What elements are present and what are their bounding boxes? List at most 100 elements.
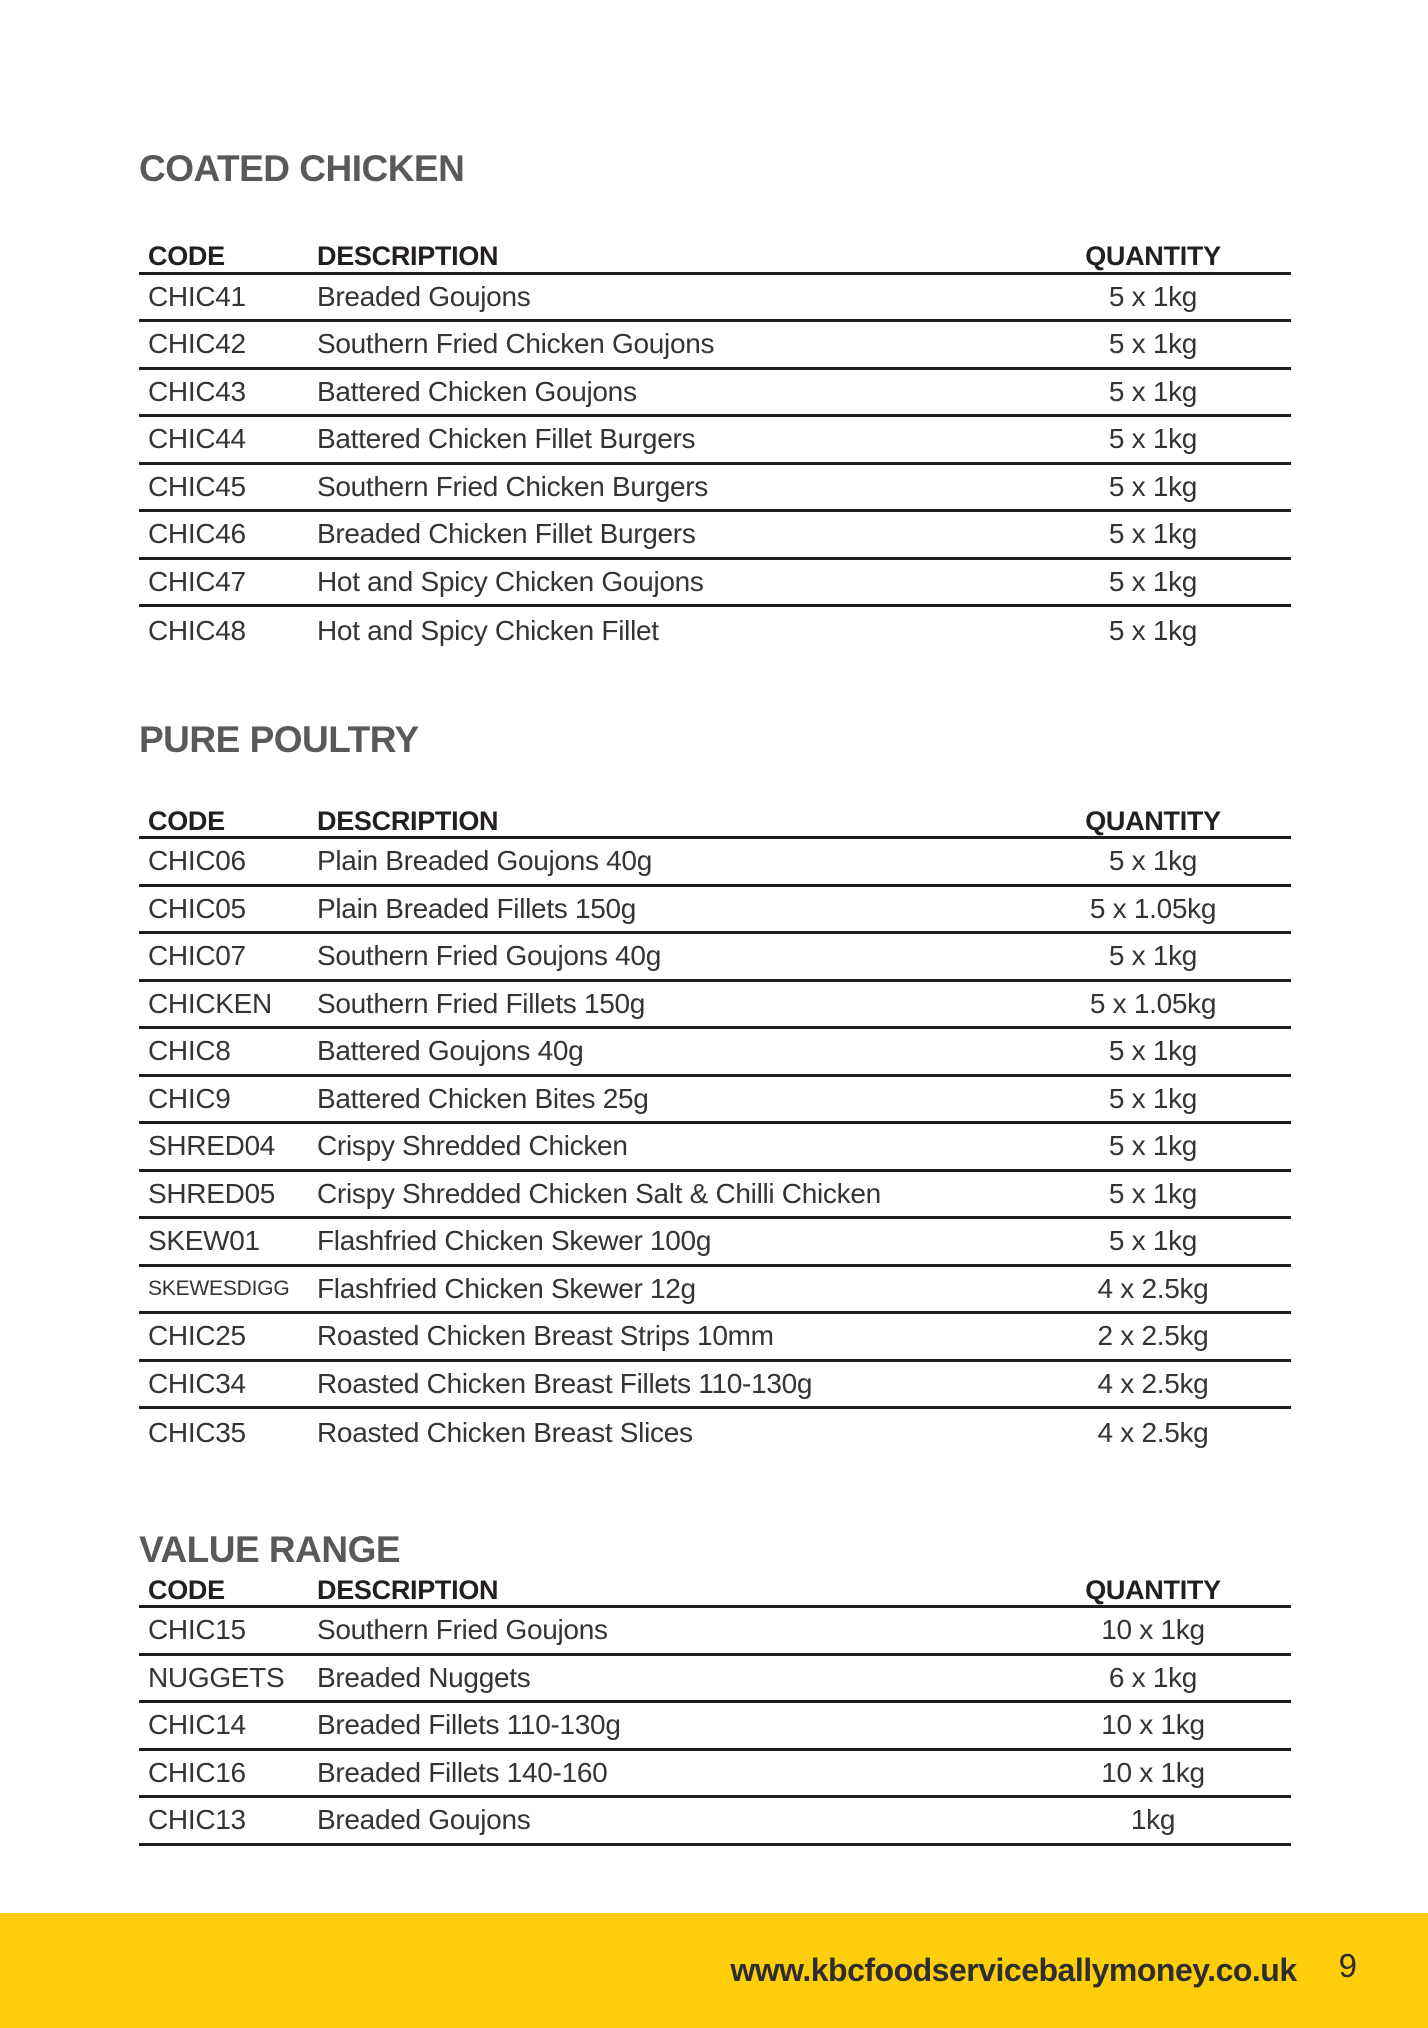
column-header-description: DESCRIPTION [317,241,499,271]
cell-quantity: 5 x 1.05kg [1089,892,1217,924]
section-value-range: VALUE RANGE CODE DESCRIPTION QUANTITY CH… [139,1529,1291,1846]
table-row: SHRED04 Crispy Shredded Chicken 5 x 1kg [139,1124,1291,1172]
cell-code: CHIC47 [148,565,246,597]
cell-code: CHIC05 [148,892,246,924]
product-table: CODE DESCRIPTION QUANTITY CHIC41 Breaded … [139,242,1291,655]
column-header-quantity: QUANTITY [1085,241,1221,271]
cell-quantity: 6 x 1kg [1108,1661,1198,1693]
table-body: CHIC06 Plain Breaded Goujons 40g 5 x 1kg CH… [139,839,1291,1457]
cell-code: SKEW01 [148,1225,260,1257]
table-row: CHIC06 Plain Breaded Goujons 40g 5 x 1kg [139,839,1291,887]
cell-quantity: 5 x 1.05kg [1089,987,1217,1019]
cell-quantity: 4 x 2.5kg [1097,1416,1209,1448]
cell-quantity: 1kg [1130,1804,1176,1836]
table-row: NUGGETS Breaded Nuggets 6 x 1kg [139,1656,1291,1703]
table-row: CHIC05 Plain Breaded Fillets 150g 5 x 1.05… [139,887,1291,934]
cell-description: Southern Fried Chicken Goujons [317,328,715,360]
footer-website: www.kbcfoodserviceballymoney.co.uk [730,1952,1297,1988]
cell-description: Battered Chicken Goujons [317,375,637,407]
cell-quantity: 2 x 2.5kg [1097,1320,1209,1352]
cell-code: CHIC06 [148,845,246,877]
cell-code: CHIC13 [148,1804,246,1836]
table-row: CHIC8 Battered Goujons 40g 5 x 1kg [139,1029,1291,1077]
section-title: COATED CHICKEN [139,148,465,189]
table-row: CHICKEN Southern Fried Fillets 150g 5 x 1.… [139,982,1291,1029]
cell-description: Breaded Fillets 110-130g [317,1709,621,1741]
cell-description: Southern Fried Goujons [317,1614,608,1646]
page-number: 9 [1338,1946,1357,1984]
cell-code: SKEWESDIGG [148,1276,290,1300]
cell-code: CHIC14 [148,1709,246,1741]
cell-code: NUGGETS [148,1661,285,1693]
table-header-row: CODE DESCRIPTION QUANTITY [139,1574,1291,1608]
cell-code: CHIC43 [148,375,246,407]
table-row: SHRED05 Crispy Shredded Chicken Salt & Ch… [139,1172,1291,1219]
column-header-code: CODE [148,805,225,836]
cell-quantity: 5 x 1kg [1108,1225,1198,1257]
table-row: CHIC15 Southern Fried Goujons 10 x 1kg [139,1608,1291,1656]
cell-quantity: 5 x 1kg [1108,1130,1198,1162]
table-row: CHIC45 Southern Fried Chicken Burgers 5 x … [139,465,1291,512]
cell-code: SHRED04 [148,1130,276,1162]
cell-code: CHIC35 [148,1416,246,1448]
cell-code: CHIC25 [148,1320,246,1352]
table-body: CHIC15 Southern Fried Goujons 10 x 1kg NUGG… [139,1608,1291,1846]
table-row: CHIC9 Battered Chicken Bites 25g 5 x 1kg [139,1077,1291,1124]
page-content: COATED CHICKEN CODE DESCRIPTION QUANTITY… [139,0,1291,1846]
cell-code: CHIC16 [148,1756,246,1788]
cell-description: Roasted Chicken Breast Slices [317,1416,693,1448]
cell-code: CHIC48 [148,614,246,646]
product-table: CODE DESCRIPTION QUANTITY CHIC15 Southern… [139,1576,1291,1846]
table-row: CHIC13 Breaded Goujons 1kg [139,1798,1291,1846]
cell-quantity: 4 x 2.5kg [1097,1272,1209,1304]
table-row: CHIC47 Hot and Spicy Chicken Goujons 5 x 1… [139,560,1291,607]
cell-code: CHIC44 [148,423,246,455]
cell-code: CHIC8 [148,1035,231,1067]
column-header-description: DESCRIPTION [317,805,499,836]
cell-description: Battered Goujons 40g [317,1035,584,1067]
cell-description: Breaded Nuggets [317,1661,531,1693]
cell-quantity: 5 x 1kg [1108,280,1198,312]
cell-description: Breaded Goujons [317,280,531,312]
cell-quantity: 5 x 1kg [1108,423,1198,455]
cell-code: CHIC9 [148,1082,231,1114]
cell-description: Battered Chicken Fillet Burgers [317,423,696,455]
table-body: CHIC41 Breaded Goujons 5 x 1kg CHIC42 Southe… [139,275,1291,655]
table-row: CHIC34 Roasted Chicken Breast Fillets 110… [139,1362,1291,1409]
cell-quantity: 10 x 1kg [1101,1614,1205,1646]
cell-description: Plain Breaded Fillets 150g [317,892,637,924]
table-header-row: CODE DESCRIPTION QUANTITY [139,242,1291,275]
cell-quantity: 5 x 1kg [1108,1035,1198,1067]
table-row: CHIC16 Breaded Fillets 140-160 10 x 1kg [139,1751,1291,1798]
cell-code: CHIC15 [148,1614,246,1646]
cell-quantity: 5 x 1kg [1108,614,1198,646]
column-header-description: DESCRIPTION [317,1574,499,1605]
cell-quantity: 4 x 2.5kg [1097,1367,1209,1399]
cell-code: CHICKEN [148,987,272,1019]
section-title: PURE POULTRY [139,718,419,760]
table-row: CHIC41 Breaded Goujons 5 x 1kg [139,275,1291,322]
cell-quantity: 5 x 1kg [1108,565,1198,597]
cell-description: Battered Chicken Bites 25g [317,1082,649,1114]
cell-description: Hot and Spicy Chicken Goujons [317,565,704,597]
table-row: SKEW01 Flashfried Chicken Skewer 100g 5 x … [139,1219,1291,1267]
column-header-code: CODE [148,241,225,271]
table-row: CHIC25 Roasted Chicken Breast Strips 10mm… [139,1314,1291,1362]
table-row: CHIC14 Breaded Fillets 110-130g 10 x 1kg [139,1703,1291,1751]
cell-quantity: 5 x 1kg [1108,1082,1198,1114]
table-row: CHIC07 Southern Fried Goujons 40g 5 x 1kg [139,934,1291,982]
cell-description: Roasted Chicken Breast Fillets 110-130g [317,1367,813,1399]
table-row: CHIC43 Battered Chicken Goujons 5 x 1kg [139,370,1291,417]
cell-code: CHIC46 [148,518,246,550]
cell-description: Plain Breaded Goujons 40g [317,845,652,877]
cell-code: SHRED05 [148,1177,276,1209]
table-row: CHIC44 Battered Chicken Fillet Burgers 5 x… [139,417,1291,465]
cell-description: Flashfried Chicken Skewer 12g [317,1272,696,1304]
column-header-code: CODE [148,1574,225,1605]
cell-description: Southern Fried Chicken Burgers [317,470,708,502]
table-row: CHIC46 Breaded Chicken Fillet Burgers 5 x … [139,512,1291,560]
table-header-row: CODE DESCRIPTION QUANTITY [139,805,1291,839]
cell-code: CHIC42 [148,328,246,360]
table-row: CHIC35 Roasted Chicken Breast Slices 4 x 2… [139,1409,1291,1457]
cell-description: Hot and Spicy Chicken Fillet [317,614,659,646]
